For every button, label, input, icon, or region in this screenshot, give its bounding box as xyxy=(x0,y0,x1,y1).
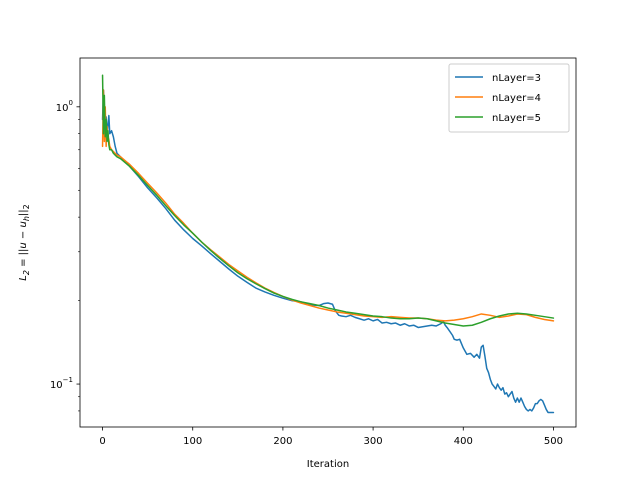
x-axis: 0 100 200 300 400 500 xyxy=(99,427,563,447)
legend-items: nLayer=3 nLayer=4 nLayer=5 xyxy=(455,73,541,124)
x-tick-label: 200 xyxy=(273,436,292,447)
legend: nLayer=3 nLayer=4 nLayer=5 xyxy=(448,63,570,133)
y-label-norm-sub: 2 xyxy=(22,204,31,209)
y-label-sub: 2 xyxy=(22,270,31,275)
y-label-minus: − xyxy=(18,228,29,243)
x-tick-label: 400 xyxy=(454,436,473,447)
plot-lines xyxy=(101,74,555,414)
legend-label-3: nLayer=5 xyxy=(492,113,541,124)
x-tick-label: 500 xyxy=(544,436,563,447)
x-tick-label: 0 xyxy=(99,436,105,447)
y-label-norm: || xyxy=(18,209,29,216)
x-axis-label: Iteration xyxy=(307,459,349,470)
x-tick-label: 100 xyxy=(183,436,202,447)
y-label-rhs: = || xyxy=(18,249,29,270)
y-label-lhs: L xyxy=(18,275,29,281)
y-axis-label: L2 = ||u − uh||2 xyxy=(18,204,31,281)
legend-label-1: nLayer=3 xyxy=(492,73,541,84)
svg-text:L2 = ||u − uh||2: L2 = ||u − uh||2 xyxy=(18,204,31,281)
series-line-3 xyxy=(101,74,555,327)
y-label-u: u xyxy=(18,242,29,248)
y-tick-label: 100 xyxy=(56,99,73,114)
plot-frame xyxy=(79,57,577,428)
y-label-uh: u xyxy=(18,221,29,227)
series-line-1 xyxy=(101,89,555,414)
x-tick-label: 300 xyxy=(364,436,383,447)
y-label-h: h xyxy=(22,216,31,221)
legend-box xyxy=(448,63,570,133)
legend-label-2: nLayer=4 xyxy=(492,93,541,104)
y-tick-label: 10−1 xyxy=(50,376,73,391)
